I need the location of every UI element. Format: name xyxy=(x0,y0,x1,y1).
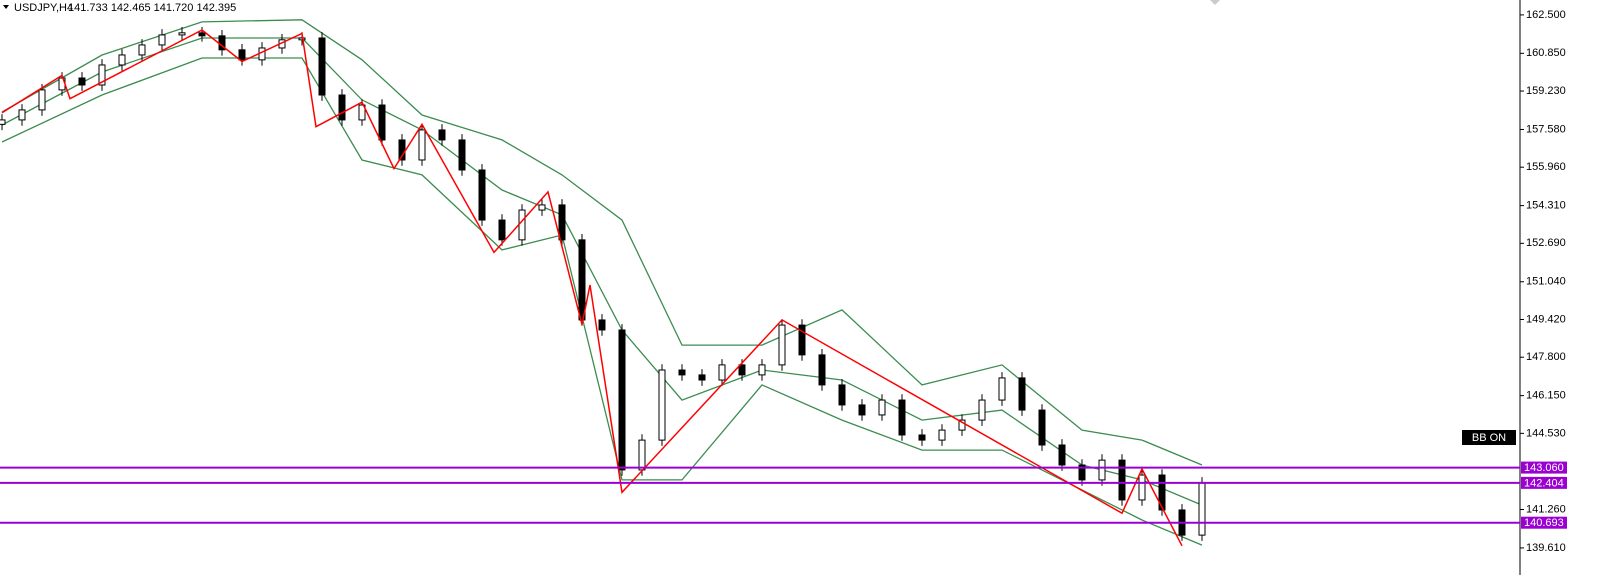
candle-body xyxy=(518,209,526,241)
level-label: 143.060 xyxy=(1524,462,1564,474)
candle-body xyxy=(198,32,206,37)
y-tick-label: 162.500 xyxy=(1526,9,1566,21)
candle-body xyxy=(318,37,326,96)
candle-body xyxy=(1138,474,1146,501)
candle-body xyxy=(1198,482,1206,536)
candle-body xyxy=(718,364,726,381)
candle-body xyxy=(1078,464,1086,481)
candle-body xyxy=(378,104,386,141)
symbol: USDJPY,H4 xyxy=(14,2,73,14)
candle-body xyxy=(798,324,806,356)
candle-body xyxy=(818,354,826,386)
level-label: 142.404 xyxy=(1524,477,1564,489)
y-tick-label: 139.610 xyxy=(1526,542,1566,554)
y-tick-label: 141.260 xyxy=(1526,503,1566,515)
candle-body xyxy=(958,419,966,431)
shift-marker xyxy=(1210,0,1220,5)
candle-body xyxy=(0,119,6,125)
candle-body xyxy=(238,49,246,61)
candle-body xyxy=(738,364,746,376)
candle-body xyxy=(358,104,366,121)
candle-body xyxy=(978,399,986,421)
level-tag xyxy=(1521,516,1567,529)
candle-body xyxy=(618,329,626,471)
candle-body xyxy=(578,239,586,321)
candle-body xyxy=(638,439,646,471)
candle-body xyxy=(898,399,906,436)
level-tag xyxy=(1521,476,1567,489)
bollinger-upper xyxy=(1,19,1203,466)
candle-body xyxy=(458,139,466,171)
candle-body xyxy=(178,32,186,36)
y-tick-label: 160.850 xyxy=(1526,47,1566,59)
candle-body xyxy=(1098,459,1106,481)
candle-body xyxy=(1118,459,1126,501)
candle-body xyxy=(18,109,26,121)
candle-body xyxy=(758,364,766,376)
quote: 141.733 142.465 141.720 142.395 xyxy=(68,2,236,14)
candle-body xyxy=(1158,474,1166,511)
candle-body xyxy=(938,429,946,441)
zigzag xyxy=(1,29,1183,547)
candle-body xyxy=(538,204,546,211)
y-tick-label: 147.800 xyxy=(1526,351,1566,363)
candle-body xyxy=(118,54,126,66)
candle-body xyxy=(438,129,446,141)
y-tick-label: 152.690 xyxy=(1526,237,1566,249)
candle-body xyxy=(478,169,486,221)
candle-body xyxy=(998,377,1006,401)
bb-button[interactable]: BB ON xyxy=(1472,432,1506,444)
y-tick-label: 159.230 xyxy=(1526,85,1566,97)
candle-body xyxy=(1058,444,1066,466)
candle-body xyxy=(878,399,886,416)
candle-body xyxy=(918,434,926,441)
bollinger-lower xyxy=(1,57,1203,546)
bb-button-bg[interactable] xyxy=(1462,430,1516,445)
y-tick-label: 149.420 xyxy=(1526,313,1566,325)
candle-body xyxy=(858,404,866,416)
y-tick-label: 151.040 xyxy=(1526,276,1566,288)
candle-body xyxy=(778,324,786,366)
candle-body xyxy=(498,219,506,241)
candle-body xyxy=(1018,377,1026,411)
candle-body xyxy=(678,369,686,376)
candle-body xyxy=(598,319,606,331)
candle-body xyxy=(98,64,106,86)
y-tick-label: 155.960 xyxy=(1526,161,1566,173)
candle-body xyxy=(1038,409,1046,446)
candle-body xyxy=(158,34,166,46)
candle-body xyxy=(558,204,566,241)
y-tick-label: 157.580 xyxy=(1526,123,1566,135)
candle-body xyxy=(138,44,146,56)
y-tick-label: 154.310 xyxy=(1526,200,1566,212)
candle-body xyxy=(658,369,666,441)
candle-body xyxy=(418,129,426,161)
level-tag xyxy=(1521,461,1567,474)
candle-body xyxy=(838,384,846,406)
level-label: 140.693 xyxy=(1524,517,1564,529)
menu-arrow[interactable] xyxy=(3,5,9,9)
candle-body xyxy=(698,374,706,381)
candle-body xyxy=(78,77,86,86)
candle-body xyxy=(38,89,46,111)
y-tick-label: 144.530 xyxy=(1526,427,1566,439)
candle-body xyxy=(338,94,346,121)
y-tick-label: 146.150 xyxy=(1526,390,1566,402)
